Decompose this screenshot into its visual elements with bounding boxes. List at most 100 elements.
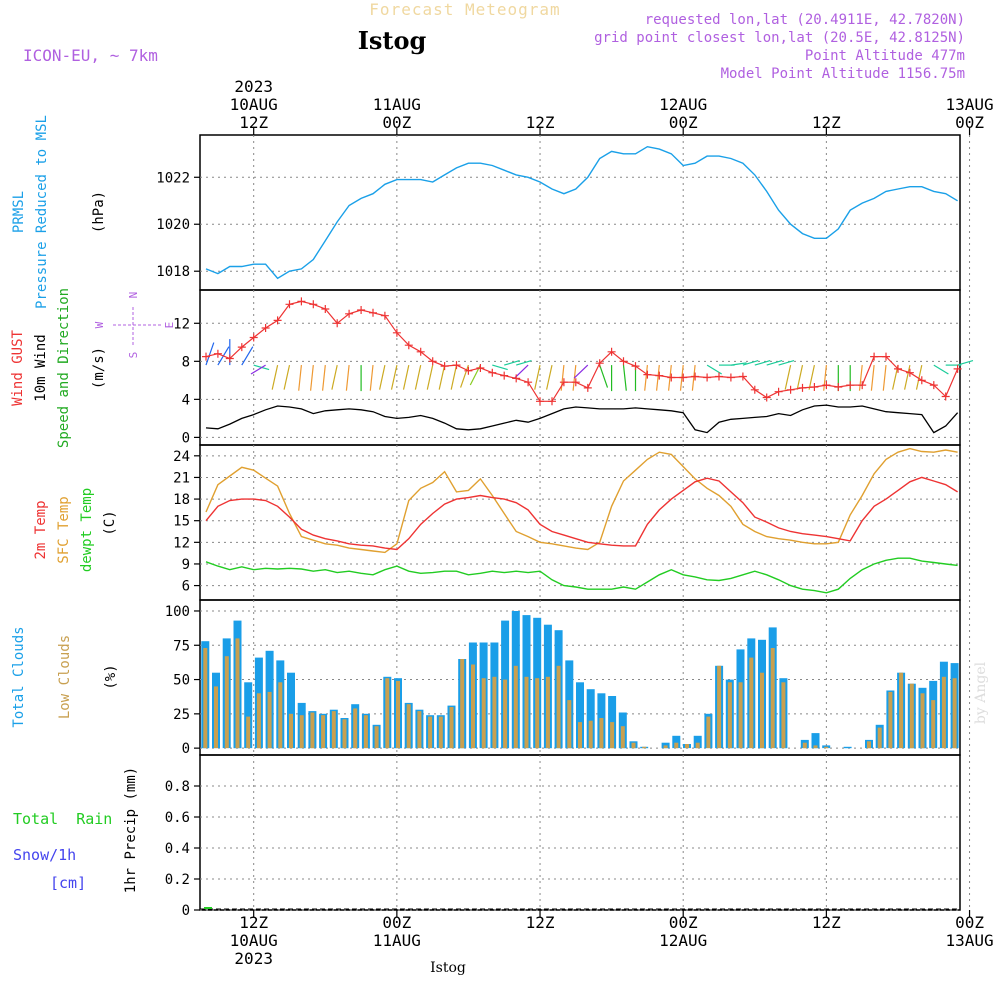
time-label: 00Z bbox=[955, 113, 984, 132]
clouds-ylabel-low: Low Clouds bbox=[57, 635, 73, 719]
gust-marker bbox=[726, 373, 735, 382]
low-cloud-bar bbox=[770, 648, 775, 749]
gust-marker bbox=[929, 381, 938, 390]
y-tick-label: 8 bbox=[182, 354, 190, 370]
info-grid-point: grid point closest lon,lat (20.5E, 42.81… bbox=[594, 30, 965, 46]
model-label: ICON-EU, ~ 7km bbox=[23, 46, 158, 65]
low-cloud-bar bbox=[331, 711, 336, 749]
compass-east: E bbox=[163, 322, 176, 329]
total-cloud-bar bbox=[586, 689, 595, 749]
y-tick-label: 75 bbox=[173, 638, 190, 654]
temp-units: (C) bbox=[102, 510, 118, 535]
precip-label-snow: Snow/1h bbox=[13, 846, 76, 864]
low-cloud-bar bbox=[278, 682, 283, 749]
gust-marker bbox=[333, 319, 342, 328]
gust-marker bbox=[357, 306, 366, 314]
low-cloud-bar bbox=[256, 693, 261, 749]
wind-barb bbox=[516, 360, 532, 366]
gust-marker bbox=[309, 300, 318, 309]
gust-marker bbox=[202, 352, 210, 361]
y-tick-label: 1022 bbox=[156, 170, 190, 186]
low-cloud-bar bbox=[556, 665, 561, 749]
low-cloud-bar bbox=[706, 716, 711, 749]
wind-barb bbox=[504, 360, 520, 366]
y-tick-label: 0 bbox=[182, 903, 190, 919]
low-cloud-bar bbox=[406, 704, 411, 749]
gust-marker bbox=[798, 383, 807, 392]
gust-marker bbox=[607, 347, 616, 356]
wind-barb bbox=[742, 360, 759, 366]
gust-marker bbox=[679, 373, 688, 382]
compass-north: N bbox=[127, 292, 140, 299]
precip-series bbox=[200, 907, 960, 910]
total-cloud-bar bbox=[811, 733, 820, 749]
low-cloud-bar bbox=[781, 682, 786, 749]
pressure-units: (hPa) bbox=[91, 191, 107, 233]
total-cloud-bar bbox=[822, 745, 831, 749]
wind-ylabel-dir: Speed and Direction bbox=[56, 288, 72, 448]
gust-marker bbox=[631, 362, 640, 371]
low-cloud-bar bbox=[578, 722, 582, 749]
wind-barb bbox=[369, 365, 374, 391]
y-tick-label: 9 bbox=[182, 557, 190, 573]
clouds-units: (%) bbox=[103, 664, 119, 689]
low-cloud-bar bbox=[396, 680, 400, 749]
gust-marker bbox=[750, 385, 759, 394]
low-cloud-bar bbox=[385, 678, 390, 749]
wind-barb bbox=[730, 362, 747, 366]
low-cloud-bar bbox=[545, 676, 550, 749]
y-tick-label: 24 bbox=[173, 449, 190, 465]
compass-south: S bbox=[127, 352, 140, 359]
gust-marker bbox=[894, 364, 902, 373]
low-cloud-bar bbox=[695, 742, 700, 749]
low-cloud-bar bbox=[685, 744, 689, 749]
time-label: 12Z bbox=[812, 113, 841, 132]
gust-marker bbox=[571, 378, 580, 387]
y-tick-label: 0 bbox=[182, 430, 190, 446]
gust-marker bbox=[285, 300, 294, 309]
low-cloud-bar bbox=[428, 716, 433, 749]
gust-marker bbox=[667, 373, 676, 382]
low-cloud-bar bbox=[813, 745, 818, 749]
y-tick-label: 12 bbox=[173, 316, 190, 332]
wind-barb bbox=[778, 360, 795, 366]
wind-barb bbox=[345, 365, 350, 391]
gust-marker bbox=[583, 383, 592, 392]
pressure-ylabel-1: PRMSL bbox=[11, 191, 27, 233]
wind-barb bbox=[271, 364, 279, 390]
time-label: 00Z bbox=[669, 913, 698, 932]
gust-marker bbox=[440, 362, 449, 371]
precip-label-rain: Total Rain bbox=[13, 810, 112, 828]
wind-barb bbox=[390, 364, 398, 390]
wind-10m-line bbox=[205, 404, 959, 434]
wind-barb bbox=[957, 360, 974, 366]
y-tick-label: 50 bbox=[173, 673, 190, 689]
gust-marker bbox=[536, 397, 544, 406]
low-cloud-bar bbox=[342, 719, 347, 749]
low-cloud-bar bbox=[674, 742, 679, 749]
low-cloud-bar bbox=[620, 726, 625, 749]
low-cloud-bar bbox=[417, 711, 422, 749]
low-cloud-bar bbox=[610, 722, 615, 749]
wind-barb bbox=[796, 364, 804, 390]
low-cloud-bar bbox=[524, 676, 529, 749]
gust-marker bbox=[416, 347, 425, 356]
low-cloud-bar bbox=[460, 659, 465, 749]
t2m-line bbox=[205, 476, 958, 551]
total-cloud-bar bbox=[576, 682, 584, 749]
gust-marker bbox=[392, 328, 401, 337]
gust-marker bbox=[786, 385, 795, 394]
temperature-series bbox=[205, 447, 958, 594]
wind-barb bbox=[205, 342, 215, 366]
time-label: 2023 bbox=[234, 77, 273, 96]
gust-marker bbox=[715, 372, 723, 381]
gust-marker bbox=[762, 393, 771, 402]
wind-barb bbox=[933, 364, 949, 375]
wind-barb bbox=[379, 364, 386, 390]
y-tick-label: 100 bbox=[165, 604, 190, 620]
compass-rose: N W E S bbox=[93, 292, 176, 359]
gust-marker bbox=[369, 308, 377, 317]
low-cloud-bar bbox=[663, 745, 668, 749]
compass-west: W bbox=[93, 321, 106, 328]
wind-barb bbox=[283, 364, 291, 390]
